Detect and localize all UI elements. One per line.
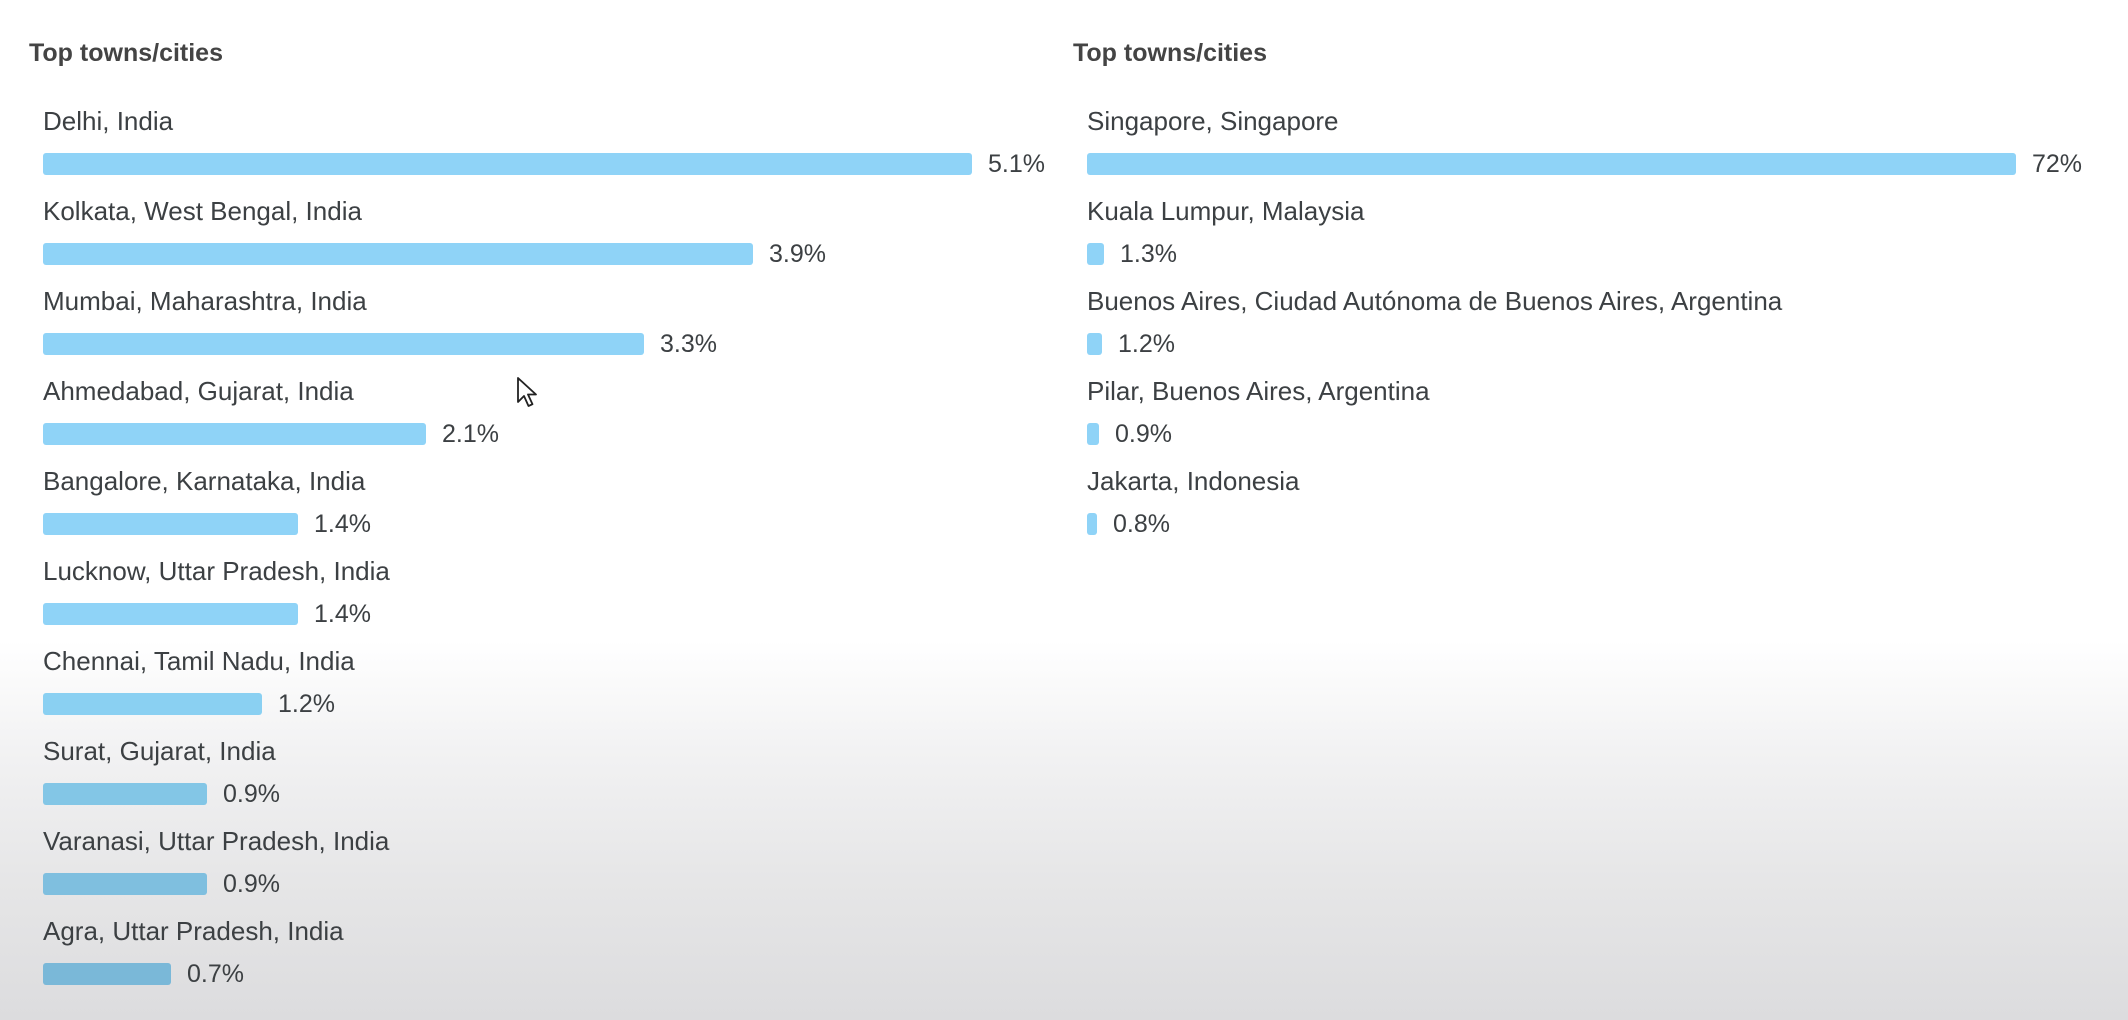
bar-line: 1.2% bbox=[1087, 328, 1175, 360]
top-cities-panel-left: Top towns/cities Delhi, India 5.1% Kolkata… bbox=[29, 36, 1049, 1004]
city-list: Delhi, India 5.1% Kolkata, West Bengal, In… bbox=[43, 104, 1049, 1004]
bar-line: 2.1% bbox=[43, 418, 499, 450]
city-name: Chennai, Tamil Nadu, India bbox=[43, 646, 355, 676]
city-name: Bangalore, Karnataka, India bbox=[43, 466, 366, 496]
percentage-label: 0.7% bbox=[187, 960, 244, 988]
percentage-bar bbox=[43, 153, 972, 175]
city-name: Agra, Uttar Pradesh, India bbox=[43, 916, 344, 946]
percentage-bar bbox=[43, 783, 207, 805]
percentage-label: 0.8% bbox=[1113, 510, 1170, 538]
percentage-label: 3.9% bbox=[769, 240, 826, 268]
percentage-label: 72% bbox=[2032, 150, 2083, 178]
city-name: Jakarta, Indonesia bbox=[1087, 466, 1300, 496]
percentage-bar bbox=[1087, 423, 1099, 445]
city-row: Mumbai, Maharashtra, India 3.3% bbox=[43, 284, 1049, 374]
bar-line: 72% bbox=[1087, 148, 2082, 180]
bar-line: 3.9% bbox=[43, 238, 826, 270]
percentage-bar bbox=[43, 603, 298, 625]
city-row: Kuala Lumpur, Malaysia 1.3% bbox=[1087, 194, 2113, 284]
percentage-label: 2.1% bbox=[442, 420, 499, 448]
percentage-bar bbox=[1087, 513, 1097, 535]
city-name: Kuala Lumpur, Malaysia bbox=[1087, 196, 1365, 226]
city-row: Buenos Aires, Ciudad Autónoma de Buenos … bbox=[1087, 284, 2113, 374]
city-name: Surat, Gujarat, India bbox=[43, 736, 276, 766]
percentage-bar bbox=[1087, 153, 2016, 175]
city-name: Delhi, India bbox=[43, 106, 174, 136]
city-row: Kolkata, West Bengal, India 3.9% bbox=[43, 194, 1049, 284]
city-name: Kolkata, West Bengal, India bbox=[43, 196, 362, 226]
bar-line: 1.4% bbox=[43, 598, 371, 630]
percentage-label: 5.1% bbox=[988, 150, 1045, 178]
bar-line: 1.2% bbox=[43, 688, 335, 720]
percentage-label: 1.2% bbox=[278, 690, 335, 718]
city-name: Varanasi, Uttar Pradesh, India bbox=[43, 826, 390, 856]
bar-line: 0.7% bbox=[43, 958, 244, 990]
city-name: Buenos Aires, Ciudad Autónoma de Buenos … bbox=[1087, 286, 1783, 316]
percentage-bar bbox=[43, 333, 644, 355]
panel-title: Top towns/cities bbox=[1073, 39, 1267, 67]
percentage-label: 1.3% bbox=[1120, 240, 1177, 268]
percentage-label: 0.9% bbox=[223, 870, 280, 898]
city-list: Singapore, Singapore 72% Kuala Lumpur, Mal… bbox=[1087, 104, 2113, 554]
percentage-bar bbox=[1087, 243, 1104, 265]
city-row: Jakarta, Indonesia 0.8% bbox=[1087, 464, 2113, 554]
bar-line: 1.4% bbox=[43, 508, 371, 540]
bar-line: 0.9% bbox=[43, 778, 280, 810]
city-name: Mumbai, Maharashtra, India bbox=[43, 286, 367, 316]
city-row: Bangalore, Karnataka, India 1.4% bbox=[43, 464, 1049, 554]
percentage-bar bbox=[43, 873, 207, 895]
city-name: Singapore, Singapore bbox=[1087, 106, 1339, 136]
percentage-bar bbox=[43, 693, 262, 715]
top-cities-panel-right: Top towns/cities Singapore, Singapore 72%… bbox=[1073, 36, 2113, 554]
bar-line: 0.9% bbox=[43, 868, 280, 900]
city-row: Surat, Gujarat, India 0.9% bbox=[43, 734, 1049, 824]
percentage-bar bbox=[43, 423, 426, 445]
city-row: Chennai, Tamil Nadu, India 1.2% bbox=[43, 644, 1049, 734]
city-row: Lucknow, Uttar Pradesh, India 1.4% bbox=[43, 554, 1049, 644]
city-row: Varanasi, Uttar Pradesh, India 0.9% bbox=[43, 824, 1049, 914]
percentage-label: 1.2% bbox=[1118, 330, 1175, 358]
city-row: Delhi, India 5.1% bbox=[43, 104, 1049, 194]
bar-line: 5.1% bbox=[43, 148, 1045, 180]
city-row: Singapore, Singapore 72% bbox=[1087, 104, 2113, 194]
percentage-label: 1.4% bbox=[314, 510, 371, 538]
bar-line: 3.3% bbox=[43, 328, 717, 360]
percentage-label: 1.4% bbox=[314, 600, 371, 628]
bar-line: 0.9% bbox=[1087, 418, 1172, 450]
bar-line: 0.8% bbox=[1087, 508, 1170, 540]
percentage-label: 0.9% bbox=[1115, 420, 1172, 448]
percentage-bar bbox=[43, 513, 298, 535]
city-row: Agra, Uttar Pradesh, India 0.7% bbox=[43, 914, 1049, 1004]
city-name: Pilar, Buenos Aires, Argentina bbox=[1087, 376, 1430, 406]
city-row: Pilar, Buenos Aires, Argentina 0.9% bbox=[1087, 374, 2113, 464]
city-row: Ahmedabad, Gujarat, India 2.1% bbox=[43, 374, 1049, 464]
city-name: Ahmedabad, Gujarat, India bbox=[43, 376, 354, 406]
city-name: Lucknow, Uttar Pradesh, India bbox=[43, 556, 390, 586]
percentage-bar bbox=[43, 963, 171, 985]
bar-line: 1.3% bbox=[1087, 238, 1177, 270]
percentage-bar bbox=[1087, 333, 1102, 355]
percentage-label: 0.9% bbox=[223, 780, 280, 808]
mouse-pointer-icon bbox=[517, 377, 537, 407]
panel-title: Top towns/cities bbox=[29, 39, 223, 67]
percentage-label: 3.3% bbox=[660, 330, 717, 358]
percentage-bar bbox=[43, 243, 753, 265]
